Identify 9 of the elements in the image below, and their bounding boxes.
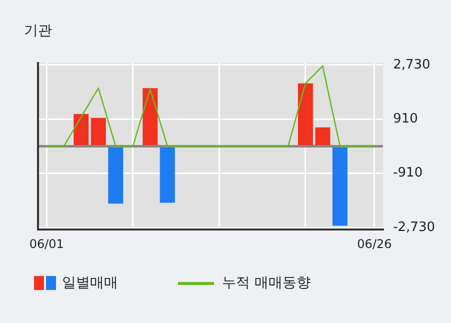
chart-title: 기관 bbox=[24, 22, 52, 40]
y-tick-label: -910 bbox=[393, 166, 423, 181]
legend-label: 누적 매매동향 bbox=[222, 274, 310, 292]
y-tick-label: 910 bbox=[393, 111, 418, 126]
x-tick-label: 06/01 bbox=[29, 236, 64, 251]
y-tick-label: 2,730 bbox=[393, 57, 430, 72]
y-tick-label: -2,730 bbox=[393, 220, 436, 235]
legend-label: 일별매매 bbox=[62, 274, 118, 292]
x-tick-label: 06/26 bbox=[357, 236, 392, 251]
